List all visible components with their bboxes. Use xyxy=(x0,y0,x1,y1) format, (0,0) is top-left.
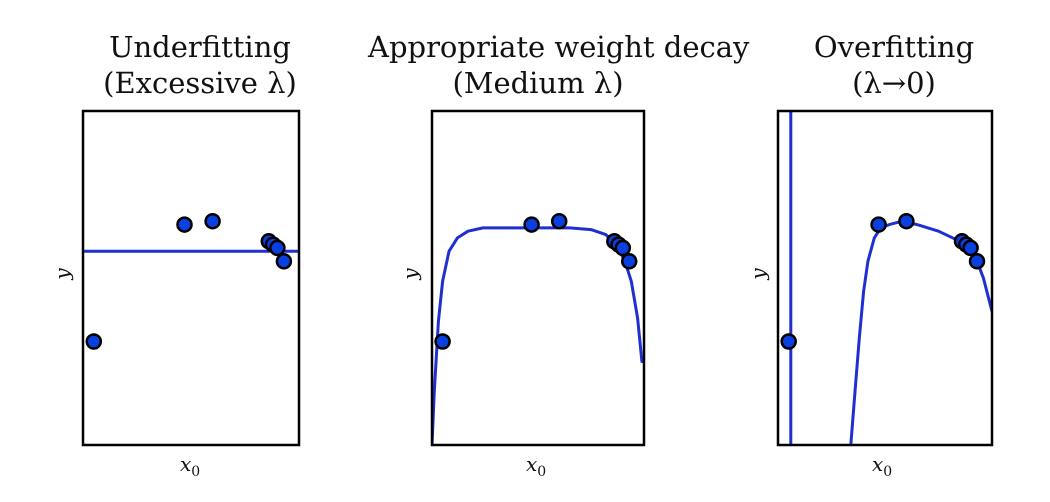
weight-decay-panel: Appropriate weight decay (Medium λ) y x0 xyxy=(368,0,750,502)
x-axis-label: x0 xyxy=(872,452,892,480)
data-point xyxy=(85,333,103,350)
x-axis-label-subscript: 0 xyxy=(537,464,547,480)
x-axis-label-subscript: 0 xyxy=(191,464,201,480)
overfitting-panel: Overfitting (λ→0) y x0 xyxy=(720,0,1050,502)
chart-title-line-2: (λ→0) xyxy=(852,66,936,100)
data-point xyxy=(275,253,293,270)
chart-title-line-1: Overfitting xyxy=(813,30,975,64)
data-point xyxy=(550,212,568,230)
chart-title-line-1: Appropriate weight decay xyxy=(368,30,750,64)
data-point xyxy=(614,239,632,257)
chart-title-line-1: Underfitting xyxy=(109,30,291,64)
chart-title-line-2: (Medium λ) xyxy=(452,66,624,100)
data-point xyxy=(620,253,638,270)
data-point xyxy=(870,216,887,233)
plot-area xyxy=(81,109,301,447)
plot-frame xyxy=(776,109,994,447)
data-point xyxy=(269,239,286,257)
y-axis-label: y xyxy=(398,268,422,280)
data-point xyxy=(962,239,979,257)
data-point xyxy=(204,212,221,230)
y-axis-label: y xyxy=(50,268,74,280)
x-axis-label-text: x xyxy=(872,452,884,476)
data-point xyxy=(780,333,797,350)
x-axis-label-text: x xyxy=(526,452,538,476)
fit-curve xyxy=(432,226,644,445)
x-axis-label: x0 xyxy=(180,452,200,480)
data-point xyxy=(898,212,915,230)
x-axis-label-subscript: 0 xyxy=(883,464,893,480)
x-axis-label-text: x xyxy=(180,452,192,476)
data-point xyxy=(968,253,986,270)
plot-frame xyxy=(430,109,646,447)
y-axis-label: y xyxy=(746,268,770,280)
data-point xyxy=(176,216,193,233)
plot-area xyxy=(430,109,646,447)
data-point xyxy=(523,216,540,233)
plot-area xyxy=(776,109,994,447)
chart-title-line-2: (Excessive λ) xyxy=(103,66,297,100)
plot-frame xyxy=(81,109,301,447)
underfitting-panel: Underfitting (Excessive λ) y x0 xyxy=(20,0,360,502)
data-point xyxy=(434,333,451,350)
x-axis-label: x0 xyxy=(526,452,546,480)
